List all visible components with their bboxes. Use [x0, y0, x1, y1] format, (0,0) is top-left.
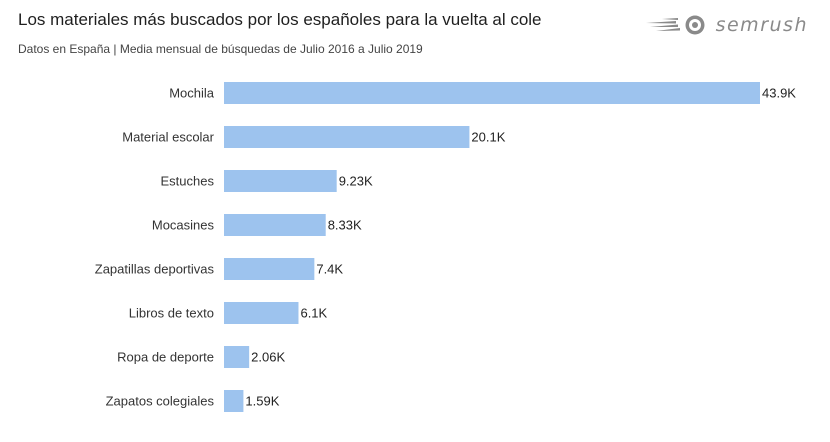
bar [224, 82, 760, 104]
chart-title: Los materiales más buscados por los espa… [18, 10, 542, 29]
data-label: 2.06K [251, 350, 285, 365]
bar [224, 214, 326, 236]
brand-wordmark: semrush [715, 14, 808, 36]
category-label: Estuches [161, 174, 215, 189]
data-label: 9.23K [339, 174, 373, 189]
data-label: 20.1K [471, 130, 505, 145]
category-label: Zapatos colegiales [106, 394, 215, 409]
bar [224, 126, 470, 148]
chart-subtitle: Datos en España | Media mensual de búsqu… [18, 42, 423, 56]
bar [224, 170, 337, 192]
category-label: Libros de texto [129, 306, 214, 321]
semrush-flame-icon [645, 15, 705, 35]
data-label: 8.33K [328, 218, 362, 233]
bar [224, 258, 315, 280]
category-label: Mocasines [152, 218, 215, 233]
category-label: Zapatillas deportivas [95, 262, 215, 277]
data-label: 43.9K [762, 86, 796, 101]
data-label: 1.59K [245, 394, 279, 409]
category-label: Ropa de deporte [117, 350, 214, 365]
bar [224, 346, 250, 368]
data-label: 7.4K [316, 262, 343, 277]
bar [224, 302, 299, 324]
bar [224, 390, 244, 412]
semrush-logo: semrush [645, 12, 808, 38]
category-label: Mochila [169, 86, 215, 101]
category-label: Material escolar [122, 130, 214, 145]
data-label: 6.1K [300, 306, 327, 321]
